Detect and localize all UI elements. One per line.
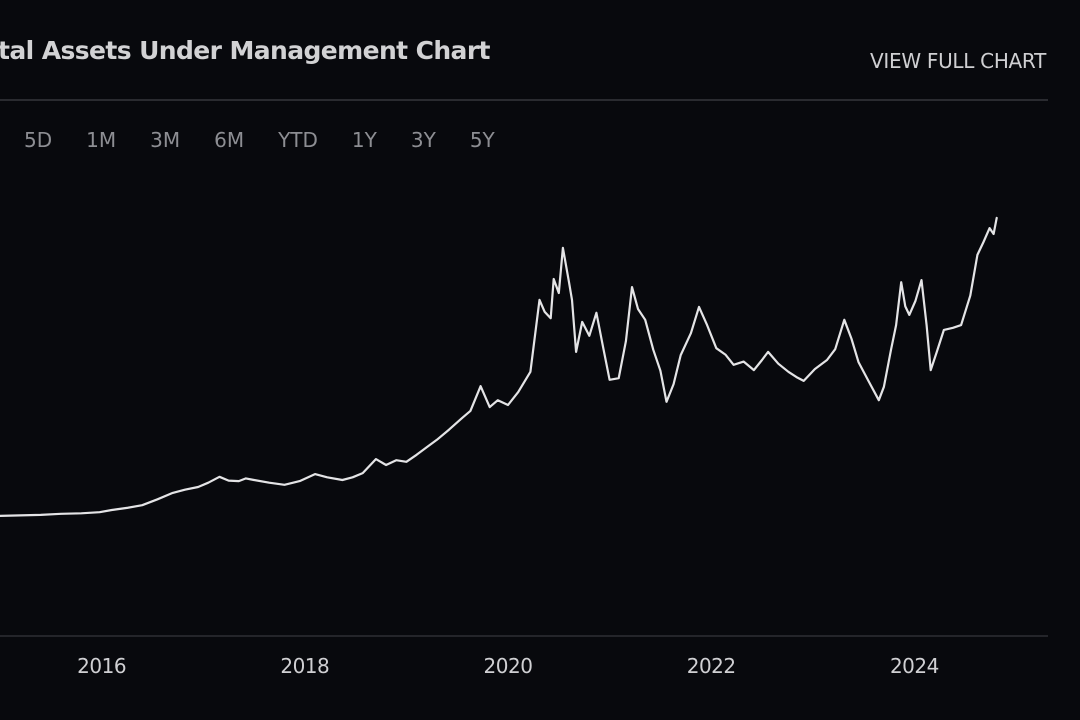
range-6m-button[interactable]: 6M: [214, 128, 245, 152]
range-1m-button[interactable]: 1M: [86, 128, 117, 152]
series-line-0: [0, 216, 998, 517]
chart-title: tal Assets Under Management Chart: [0, 36, 491, 65]
view-full-chart-link[interactable]: VIEW FULL CHART: [870, 49, 1046, 73]
header-divider: [0, 99, 1048, 101]
range-ytd-button[interactable]: YTD: [278, 128, 318, 152]
x-tick-label: 2022: [686, 654, 736, 678]
time-range-selector: 5D 1M 3M 6M YTD 1Y 3Y 5Y: [24, 128, 529, 152]
range-3y-button[interactable]: 3Y: [410, 128, 436, 152]
x-axis-line: [0, 635, 1048, 637]
range-3m-button[interactable]: 3M: [150, 128, 181, 152]
x-tick-label: 2024: [889, 654, 939, 678]
x-tick-label: 2016: [77, 654, 127, 678]
x-tick-label: 2020: [483, 654, 533, 678]
range-5d-button[interactable]: 5D: [24, 128, 53, 152]
x-tick-label: 2018: [280, 654, 330, 678]
range-1y-button[interactable]: 1Y: [351, 128, 377, 152]
range-5y-button[interactable]: 5Y: [469, 128, 495, 152]
